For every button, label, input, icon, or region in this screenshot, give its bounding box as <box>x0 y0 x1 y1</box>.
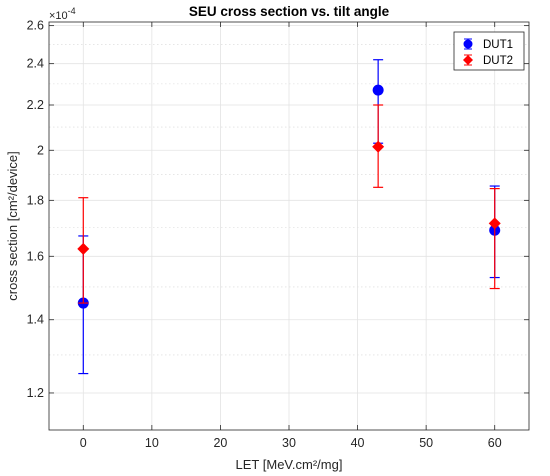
legend-dut2-label: DUT2 <box>483 55 513 67</box>
series-layer <box>77 59 501 375</box>
x-tick-label: 30 <box>282 436 296 450</box>
chart-title: SEU cross section vs. tilt angle <box>189 4 390 19</box>
y-exponent-label: ×10-4 <box>49 6 76 22</box>
x-tick-label: 10 <box>145 436 159 450</box>
x-tick-label: 40 <box>351 436 365 450</box>
legend-dut1-label: DUT1 <box>483 39 513 51</box>
dut2-marker <box>77 242 90 255</box>
dut2-marker <box>372 140 385 153</box>
dut2-marker <box>488 217 501 230</box>
legend-dut1-marker <box>463 38 473 50</box>
y-ticks: 1.2 1.4 1.6 1.8 2 2.2 2.4 2.6 <box>27 19 529 400</box>
legend-box <box>453 31 525 71</box>
legend-dut2-marker <box>463 54 473 66</box>
x-tick-label: 20 <box>213 436 227 450</box>
y-tick-label: 1.2 <box>27 386 44 400</box>
y-tick-label: 2 <box>37 143 44 157</box>
x-ticks: 0 10 20 30 40 50 60 <box>80 22 502 450</box>
y-axis-label: cross section [cm²/device] <box>5 151 20 301</box>
y-tick-label: 2.2 <box>27 98 44 112</box>
x-tick-label: 60 <box>488 436 502 450</box>
y-tick-label: 2.4 <box>27 57 44 71</box>
dut2-point <box>372 104 385 188</box>
legend: DUT1 DUT2 <box>453 31 525 71</box>
y-tick-label: 1.6 <box>27 249 44 263</box>
dut1-marker <box>372 84 384 96</box>
y-tick-label: 1.4 <box>27 313 44 327</box>
x-axis-label: LET [MeV.cm²/mg] <box>236 457 343 472</box>
dut2-point <box>77 197 90 304</box>
x-tick-label: 0 <box>80 436 87 450</box>
y-tick-label: 1.8 <box>27 193 44 207</box>
dut2-point <box>488 188 501 290</box>
x-tick-label: 50 <box>419 436 433 450</box>
y-tick-label: 2.6 <box>27 19 44 33</box>
